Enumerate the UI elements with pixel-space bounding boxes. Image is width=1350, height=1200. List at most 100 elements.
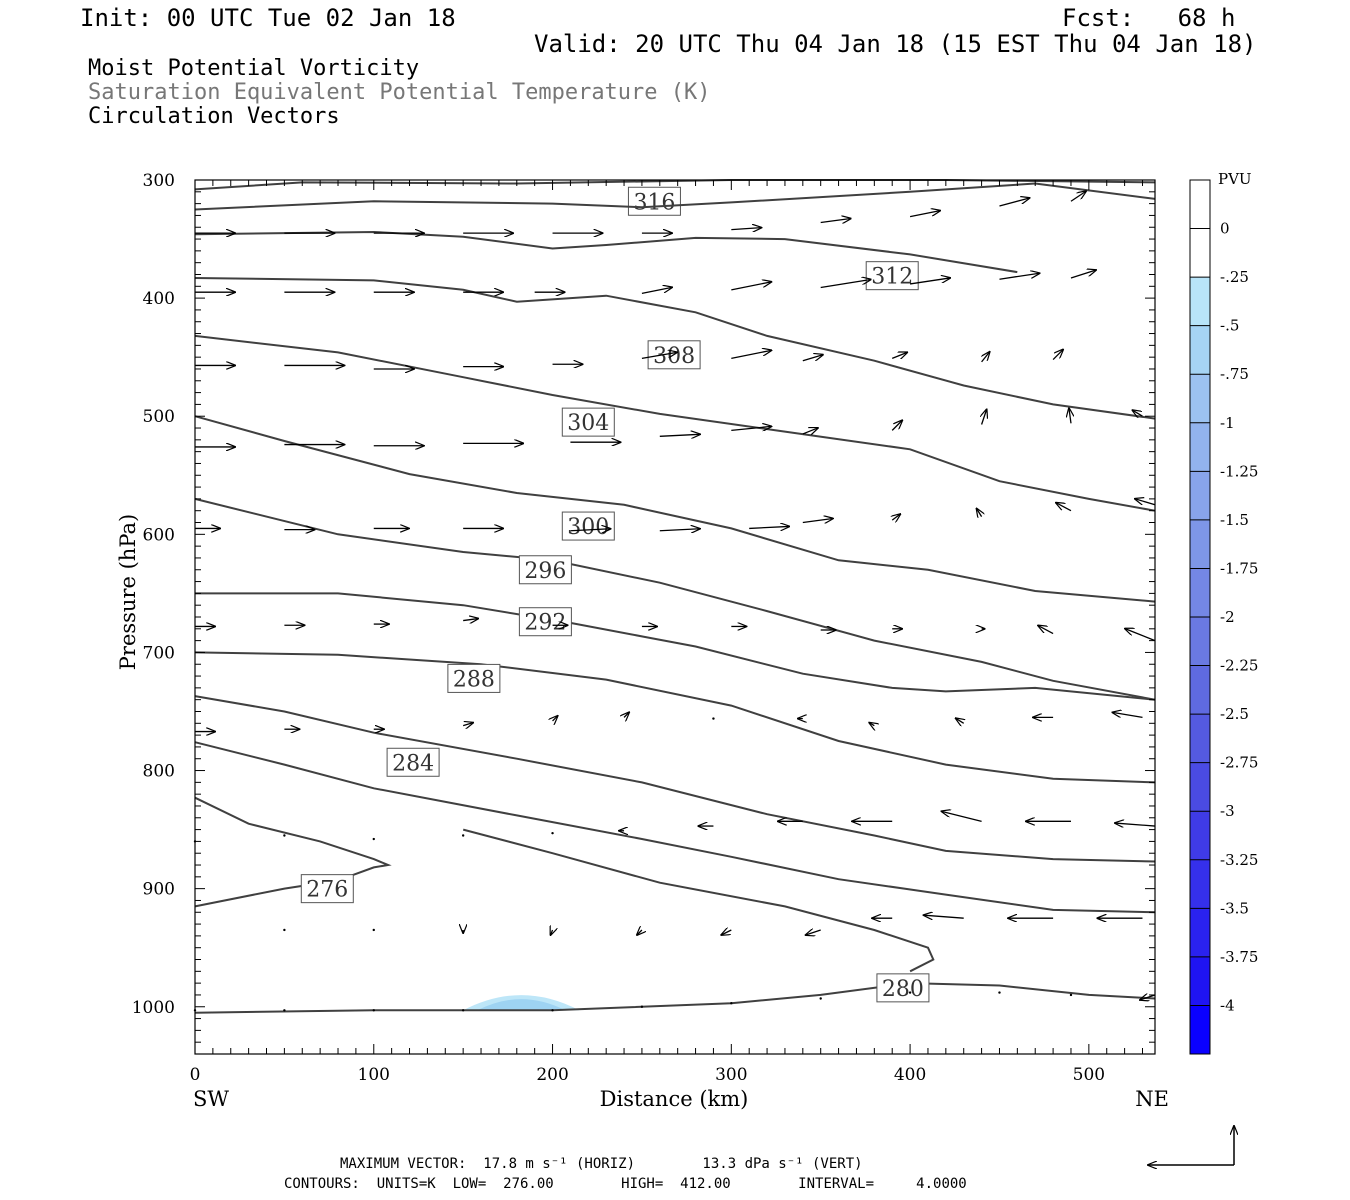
x-tick-label: 200 xyxy=(536,1065,568,1085)
vector-dot xyxy=(908,991,912,994)
circulation-vector xyxy=(731,426,771,430)
contour-line xyxy=(194,334,1156,512)
vector-dot xyxy=(372,837,375,841)
max-vector-text: MAXIMUM VECTOR: 17.8 m s⁻¹ (HORIZ) 13.3 … xyxy=(340,1156,863,1172)
contour-info-text: CONTOURS: UNITS=K LOW= 276.00 HIGH= 412.… xyxy=(284,1176,967,1192)
circulation-vector xyxy=(820,279,871,289)
y-tick-label: 800 xyxy=(143,762,175,782)
field-title-mpv: Moist Potential Vorticity xyxy=(88,56,420,81)
circulation-vector xyxy=(909,211,940,218)
contour-line xyxy=(194,182,1156,211)
contour-label: 300 xyxy=(567,515,609,540)
colorbar-label: -1 xyxy=(1220,414,1235,432)
ne-label: NE xyxy=(1135,1087,1169,1111)
circulation-vector xyxy=(1038,626,1054,635)
circulation-vector xyxy=(924,915,964,918)
contour-label: 284 xyxy=(392,751,434,776)
contour-label-box xyxy=(447,663,501,693)
colorbar-segment xyxy=(1190,762,1210,812)
colorbar-segment xyxy=(1190,811,1210,860)
colorbar-segment xyxy=(1190,422,1210,472)
colorbar-label: -.5 xyxy=(1220,317,1239,335)
colorbar-label: -2.25 xyxy=(1220,657,1258,675)
circulation-vector xyxy=(956,718,964,723)
contour-label: 308 xyxy=(653,344,695,369)
vector-dot xyxy=(283,1009,286,1012)
colorbar-label: -3.5 xyxy=(1220,899,1249,917)
colorbar-segment xyxy=(1190,374,1210,423)
circulation-vector xyxy=(977,509,982,517)
circulation-vector xyxy=(1112,712,1143,719)
field-title-vectors: Circulation Vectors xyxy=(88,104,340,129)
reference-vector xyxy=(1148,1126,1234,1165)
vector-dot xyxy=(730,1002,733,1005)
circulation-vector xyxy=(553,716,558,721)
contour-label-box xyxy=(561,407,615,437)
contour-label: 312 xyxy=(871,265,913,290)
circulation-vector xyxy=(806,930,821,935)
circulation-vector xyxy=(982,409,987,425)
init-time: Init: 00 UTC Tue 02 Jan 18 xyxy=(80,4,456,32)
colorbar-segment xyxy=(1190,277,1210,326)
circulation-vector xyxy=(749,526,789,528)
circulation-vector xyxy=(731,350,771,359)
contour-line xyxy=(194,651,1156,784)
valid-time: Valid: 20 UTC Thu 04 Jan 18 (15 EST Thu … xyxy=(534,30,1257,58)
circulation-vector xyxy=(463,619,478,621)
y-tick-label: 1000 xyxy=(132,998,175,1018)
y-tick-label: 900 xyxy=(143,880,175,900)
circulation-vector xyxy=(869,723,874,726)
contour-line xyxy=(195,592,1156,701)
y-tick-label: 600 xyxy=(143,525,175,545)
circulation-vector xyxy=(892,514,900,520)
circulation-vector xyxy=(1135,499,1156,506)
contour-line xyxy=(462,828,935,973)
colorbar-label: -3 xyxy=(1220,802,1235,820)
contour-label: 276 xyxy=(306,878,348,903)
colorbar-label: -1.5 xyxy=(1220,511,1249,529)
contour-line xyxy=(194,497,1156,701)
contour-line xyxy=(194,695,1156,863)
circulation-vector xyxy=(641,352,677,359)
circulation-vector xyxy=(624,712,629,717)
vector-layer xyxy=(193,191,1156,1012)
circulation-vector xyxy=(551,930,553,935)
colorbar-label: -.25 xyxy=(1220,268,1249,286)
circulation-vector xyxy=(1125,629,1156,642)
circulation-vector xyxy=(942,811,982,822)
vector-dot xyxy=(1069,993,1073,997)
circulation-vector xyxy=(802,355,823,362)
circulation-vector xyxy=(909,278,950,285)
colorbar-segment xyxy=(1190,665,1210,715)
colorbar-segment xyxy=(1190,617,1210,666)
circulation-vector xyxy=(731,282,771,291)
vector-dot xyxy=(819,997,822,1000)
vector-dot xyxy=(551,831,554,835)
circulation-vector xyxy=(802,428,818,434)
x-tick-label: 500 xyxy=(1073,1065,1105,1085)
contour-label-box xyxy=(386,747,440,777)
vector-dot xyxy=(283,834,286,837)
circulation-vector xyxy=(1070,191,1086,202)
colorbar-segment xyxy=(1190,908,1210,957)
circulation-vector xyxy=(982,352,990,363)
circulation-vector xyxy=(1140,995,1156,1000)
colorbar-label: -2.5 xyxy=(1220,705,1249,723)
vector-dot xyxy=(998,991,1001,994)
contour-label-box xyxy=(300,874,354,904)
pv-shading-layer xyxy=(463,995,580,1011)
circulation-vector xyxy=(1069,408,1071,424)
x-axis-label: Distance (km) xyxy=(600,1087,749,1111)
y-tick-label: 700 xyxy=(143,643,175,663)
circulation-vector xyxy=(637,930,642,935)
contour-label-box xyxy=(876,973,930,1003)
colorbar-label: -1.25 xyxy=(1220,462,1258,480)
colorbar-segment xyxy=(1190,568,1210,617)
colorbar-segment xyxy=(1190,325,1210,375)
colorbar-label: -1.75 xyxy=(1220,559,1258,577)
vector-dot xyxy=(461,1009,465,1012)
colorbar-segment xyxy=(1190,1005,1210,1054)
circulation-vector xyxy=(999,273,1039,280)
